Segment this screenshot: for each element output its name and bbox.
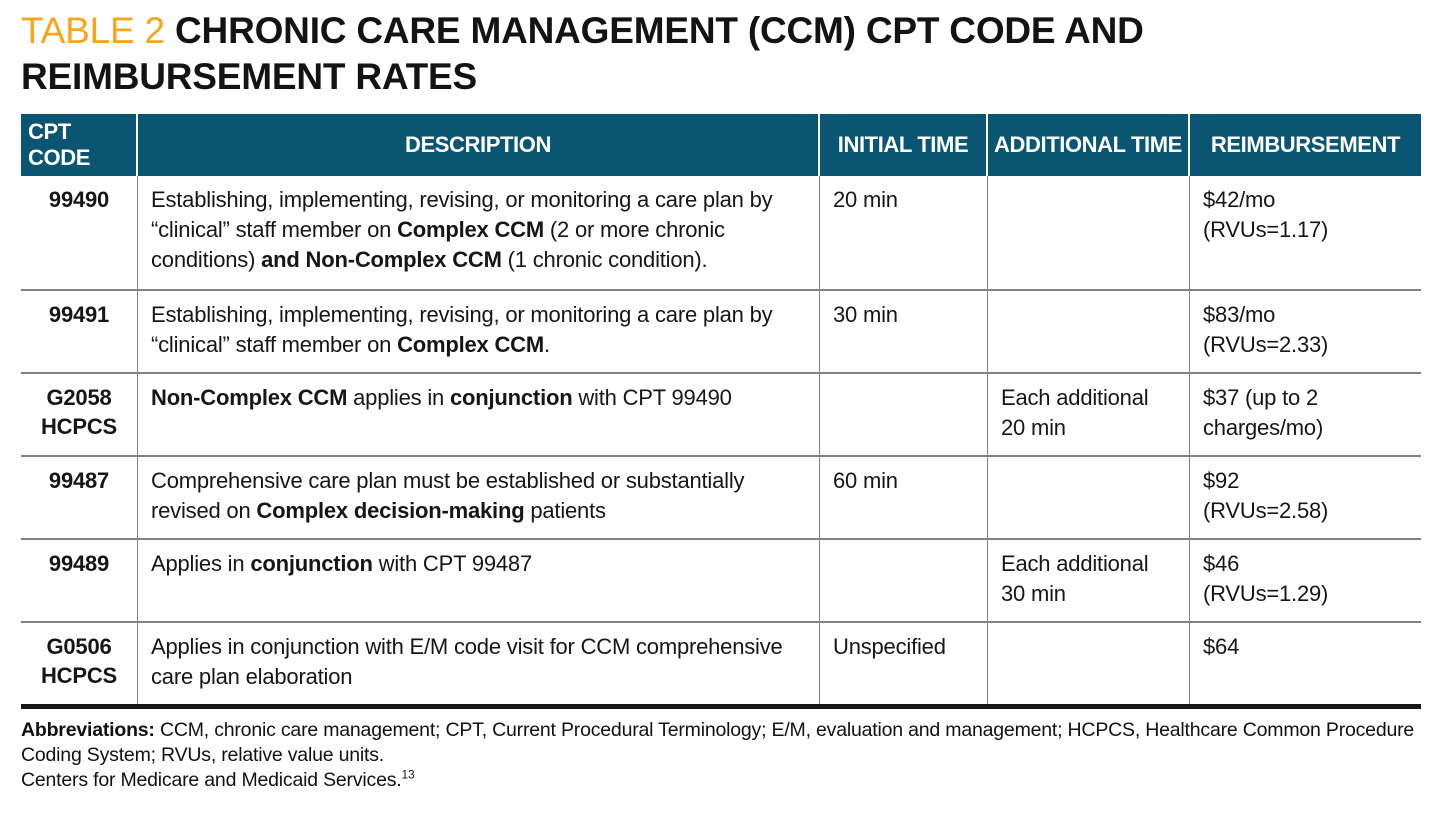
description-cell: Applies in conjunction with CPT 99487 (138, 540, 820, 621)
table-title: TABLE 2 CHRONIC CARE MANAGEMENT (CCM) CP… (21, 8, 1201, 100)
cpt-code-cell: 99490 (21, 176, 138, 289)
table-footnotes: Abbreviations: CCM, chronic care managem… (21, 718, 1420, 793)
cpt-code-cell: 99489 (21, 540, 138, 621)
table-row: G2058 HCPCS Non-Complex CCM applies in con… (21, 372, 1421, 455)
cpt-code-cell: G0506 HCPCS (21, 623, 138, 704)
table-header-row: CPT CODE DESCRIPTION INITIAL TIME ADDITI… (21, 114, 1421, 176)
description-cell: Applies in conjunction with E/M code vis… (138, 623, 820, 704)
reimbursement-cell: $64 (1203, 634, 1240, 659)
initial-time-cell (820, 540, 988, 621)
description-cell: Establishing, implementing, revising, or… (138, 291, 820, 372)
description-cell: Establishing, implementing, revising, or… (138, 176, 820, 289)
description-cell: Comprehensive care plan must be establis… (138, 457, 820, 538)
cpt-code-cell: 99487 (21, 457, 138, 538)
additional-time-cell (988, 176, 1190, 289)
cpt-code-cell: G2058 HCPCS (21, 374, 138, 455)
reimbursement-cell: $92 (RVUs=2.58) (1203, 468, 1329, 523)
abbreviations-label: Abbreviations: (21, 719, 155, 741)
initial-time-cell: 30 min (820, 291, 988, 372)
description-cell: Non-Complex CCM applies in conjunction w… (138, 374, 820, 455)
additional-time-cell (988, 623, 1190, 704)
ccm-reimbursement-table: CPT CODE DESCRIPTION INITIAL TIME ADDITI… (21, 114, 1421, 709)
source-reference-number: 13 (401, 767, 415, 782)
column-header-description: DESCRIPTION (138, 114, 820, 176)
reimbursement-cell: $83/mo (RVUs=2.33) (1203, 302, 1329, 357)
initial-time-cell: 60 min (820, 457, 988, 538)
additional-time-cell (988, 457, 1190, 538)
table-row: G0506 HCPCS Applies in conjunction with E/… (21, 621, 1421, 704)
source-text: Centers for Medicare and Medicaid Servic… (21, 769, 402, 791)
table-body: 99490 Establishing, implementing, revisin… (21, 176, 1421, 704)
additional-time-cell (988, 291, 1190, 372)
cpt-code-cell: 99491 (21, 291, 138, 372)
abbreviations-text: CCM, chronic care management; CPT, Curre… (21, 719, 1415, 766)
reimbursement-cell: $37 (up to 2 charges/mo) (1203, 385, 1324, 440)
table-number-tag: TABLE 2 (21, 10, 165, 51)
table-row: 99491 Establishing, implementing, revisin… (21, 289, 1421, 372)
table-row: 99490 Establishing, implementing, revisin… (21, 176, 1421, 289)
initial-time-cell: Unspecified (820, 623, 988, 704)
table-row: 99487 Comprehensive care plan must be est… (21, 455, 1421, 538)
column-header-cpt-code: CPT CODE (21, 114, 138, 176)
column-header-additional-time: ADDITIONAL TIME (988, 114, 1190, 176)
initial-time-cell: 20 min (820, 176, 988, 289)
reimbursement-cell: $46 (RVUs=1.29) (1203, 551, 1329, 606)
table-row: 99489 Applies in conjunction with CPT 994… (21, 538, 1421, 621)
column-header-reimbursement: REIMBURSEMENT (1190, 114, 1421, 176)
reimbursement-cell: $42/mo (RVUs=1.17) (1203, 187, 1329, 242)
additional-time-cell: Each additional 20 min (988, 374, 1190, 455)
column-header-initial-time: INITIAL TIME (820, 114, 988, 176)
initial-time-cell (820, 374, 988, 455)
table-title-text: CHRONIC CARE MANAGEMENT (CCM) CPT CODE A… (21, 10, 1144, 97)
additional-time-cell: Each additional 30 min (988, 540, 1190, 621)
